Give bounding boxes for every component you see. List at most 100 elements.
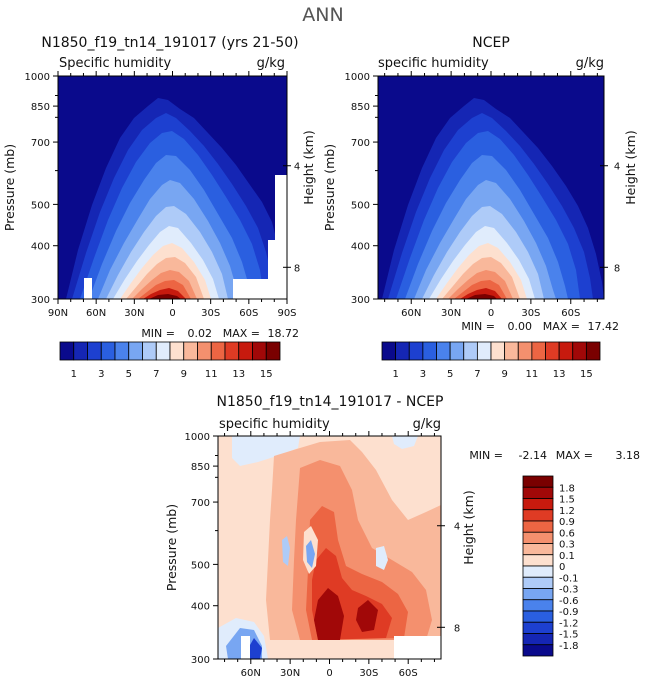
panel-a-topography-mask-south — [233, 175, 287, 299]
panel-b-max-label: MAX = — [543, 320, 580, 333]
panel-a-title: N1850_f19_tn14_191017 (yrs 21-50) — [41, 35, 298, 51]
panel-1-height-label: 4 — [614, 162, 620, 173]
panel-b-title: NCEP — [472, 35, 510, 51]
panel-1-ylabel: Pressure (mb) — [322, 144, 337, 231]
panel-0-colorbar-label: 13 — [232, 369, 245, 380]
panel-1-colorbar-swatch — [490, 341, 506, 361]
panel-1-pressure-label: 300 — [351, 295, 370, 306]
panel-0-lat-label: 30S — [201, 308, 220, 319]
panel-1-colorbar-label: 3 — [420, 369, 426, 380]
panel-c-plot-area — [218, 436, 441, 659]
panel-1-lat-label: 0 — [488, 308, 494, 319]
panel-c-subtitle: specific humidity — [219, 417, 330, 432]
panel-0-colorbar-label: 1 — [71, 369, 77, 380]
panel-2-colorbar-swatch — [522, 543, 554, 556]
panel-1-colorbar-swatch — [381, 341, 397, 361]
panel-c-max-label: MAX = — [556, 449, 593, 462]
panel-2-colorbar-label: -0.9 — [559, 607, 579, 618]
panel-2-colorbar-swatch — [522, 509, 554, 522]
panel-1-colorbar-swatch — [463, 341, 478, 361]
panel-2-colorbar-label: 0 — [559, 562, 565, 573]
panel-0-lat-label: 60S — [239, 308, 258, 319]
panel-0-colorbar-swatch — [155, 341, 171, 361]
panel-2-colorbar-label: 0.6 — [559, 528, 575, 539]
panel-0-colorbar-label: 5 — [126, 369, 132, 380]
panel-0-colorbar-swatch — [73, 341, 88, 361]
panel-2-pressure-label: 1000 — [185, 432, 210, 443]
panel-0-colorbar-swatch — [210, 341, 226, 361]
panel-c-negative-blob-center — [306, 540, 315, 568]
panel-0-colorbar-label: 9 — [181, 369, 187, 380]
panel-2-height-label: 4 — [454, 522, 460, 533]
panel-0-lat-label: 30N — [124, 308, 144, 319]
panel-b-contour-13 — [466, 294, 497, 299]
panel-b-subtitle: specific humidity — [378, 56, 489, 71]
panel-0-pressure-label: 850 — [31, 102, 50, 113]
panel-a-colorbar: 1 3 5 7 9 11 13 15 — [59, 341, 281, 380]
panel-1-colorbar-label: 1 — [392, 369, 398, 380]
panel-1-colorbar-swatch — [395, 341, 410, 361]
panel-0-pressure-label: 700 — [31, 138, 50, 149]
panel-2-colorbar-swatch — [522, 610, 554, 623]
panel-0-colorbar-swatch — [224, 341, 240, 361]
panel-a-subtitle: Specific humidity — [59, 56, 171, 71]
panel-1-lat-label: 60N — [401, 308, 421, 319]
panel-b-axes: 300 400 500 700 850 1000 8 4 60N 30N 0 30S 60S Pressu… — [322, 71, 638, 319]
panel-2-colorbar-label: -0.1 — [559, 573, 579, 584]
panel-1-colorbar-swatch — [504, 341, 519, 361]
panel-2-lat-label: 60S — [399, 668, 418, 679]
panel-1-colorbar-swatch — [531, 341, 546, 361]
panel-ncep: NCEP specific humidity g/kg MIN = 0.00 M… — [322, 35, 638, 380]
panel-2-colorbar-label: 1.5 — [559, 495, 575, 506]
panel-0-colorbar-label: 3 — [98, 369, 104, 380]
panel-b-max-value: 17.42 — [588, 320, 620, 333]
panel-2-colorbar-swatch — [522, 520, 554, 533]
panel-1-colorbar-swatch — [449, 341, 465, 361]
panel-0-pressure-label: 300 — [31, 295, 50, 306]
panel-1-pressure-label: 400 — [351, 242, 370, 253]
panel-1-colorbar-swatch — [476, 341, 492, 361]
panel-2-lat-label: 60N — [241, 668, 261, 679]
panel-0-colorbar-label: 15 — [260, 369, 273, 380]
panel-0-colorbar-swatch — [238, 341, 253, 361]
panel-2-colorbar-label: 0.9 — [559, 517, 575, 528]
panel-c-negative-top-left — [232, 436, 300, 466]
panel-2-colorbar-swatch — [522, 475, 554, 488]
panel-0-height-label: 4 — [294, 162, 300, 173]
panel-2-colorbar-swatch — [522, 599, 554, 612]
panel-1-pressure-label: 700 — [351, 138, 370, 149]
panel-2-colorbar-swatch — [522, 498, 554, 511]
panel-c-axes: 300 400 500 700 850 1000 8 4 60N 30N 0 30S 60S Pressu… — [164, 431, 476, 679]
panel-0-colorbar-swatch — [87, 341, 102, 361]
panel-0-colorbar-swatch — [59, 341, 75, 361]
panel-c-min-value: -2.14 — [519, 449, 547, 462]
panel-1-ylabel-right: Height (km) — [623, 130, 638, 204]
panel-2-colorbar-swatch — [522, 633, 554, 646]
panel-c-units: g/kg — [413, 417, 441, 432]
panel-2-colorbar-swatch — [522, 486, 554, 499]
panel-1-lat-label: 30N — [441, 308, 461, 319]
panel-2-colorbar-label: -1.8 — [559, 641, 579, 652]
panel-1-colorbar-swatch — [558, 341, 574, 361]
panel-2-colorbar-swatch — [522, 621, 554, 634]
panel-0-colorbar-swatch — [197, 341, 212, 361]
panel-a-contour-13 — [149, 294, 181, 299]
panel-2-colorbar-label: -1.2 — [559, 618, 579, 629]
panel-2-pressure-label: 500 — [191, 560, 210, 571]
panel-c-contour-1p8-south — [356, 600, 378, 632]
panel-1-pressure-label: 1000 — [345, 72, 370, 83]
panel-2-pressure-label: 850 — [191, 462, 210, 473]
panel-c-negative-blob-left — [282, 536, 290, 566]
panel-0-ylabel-right: Height (km) — [301, 130, 316, 204]
panel-2-colorbar-label: 0.1 — [559, 551, 575, 562]
panel-1-colorbar-swatch — [422, 341, 437, 361]
panel-0-height-label: 8 — [294, 263, 300, 274]
panel-1-colorbar-swatch — [517, 341, 533, 361]
panel-1-colorbar-swatch — [436, 341, 451, 361]
panel-1-height-label: 8 — [614, 263, 620, 274]
panel-2-colorbar-swatch — [522, 588, 554, 601]
panel-0-colorbar-swatch — [142, 341, 157, 361]
panel-1-colorbar-label: 15 — [580, 369, 593, 380]
panel-a-max-label: MAX = — [223, 327, 260, 340]
page-title: ANN — [302, 4, 343, 26]
